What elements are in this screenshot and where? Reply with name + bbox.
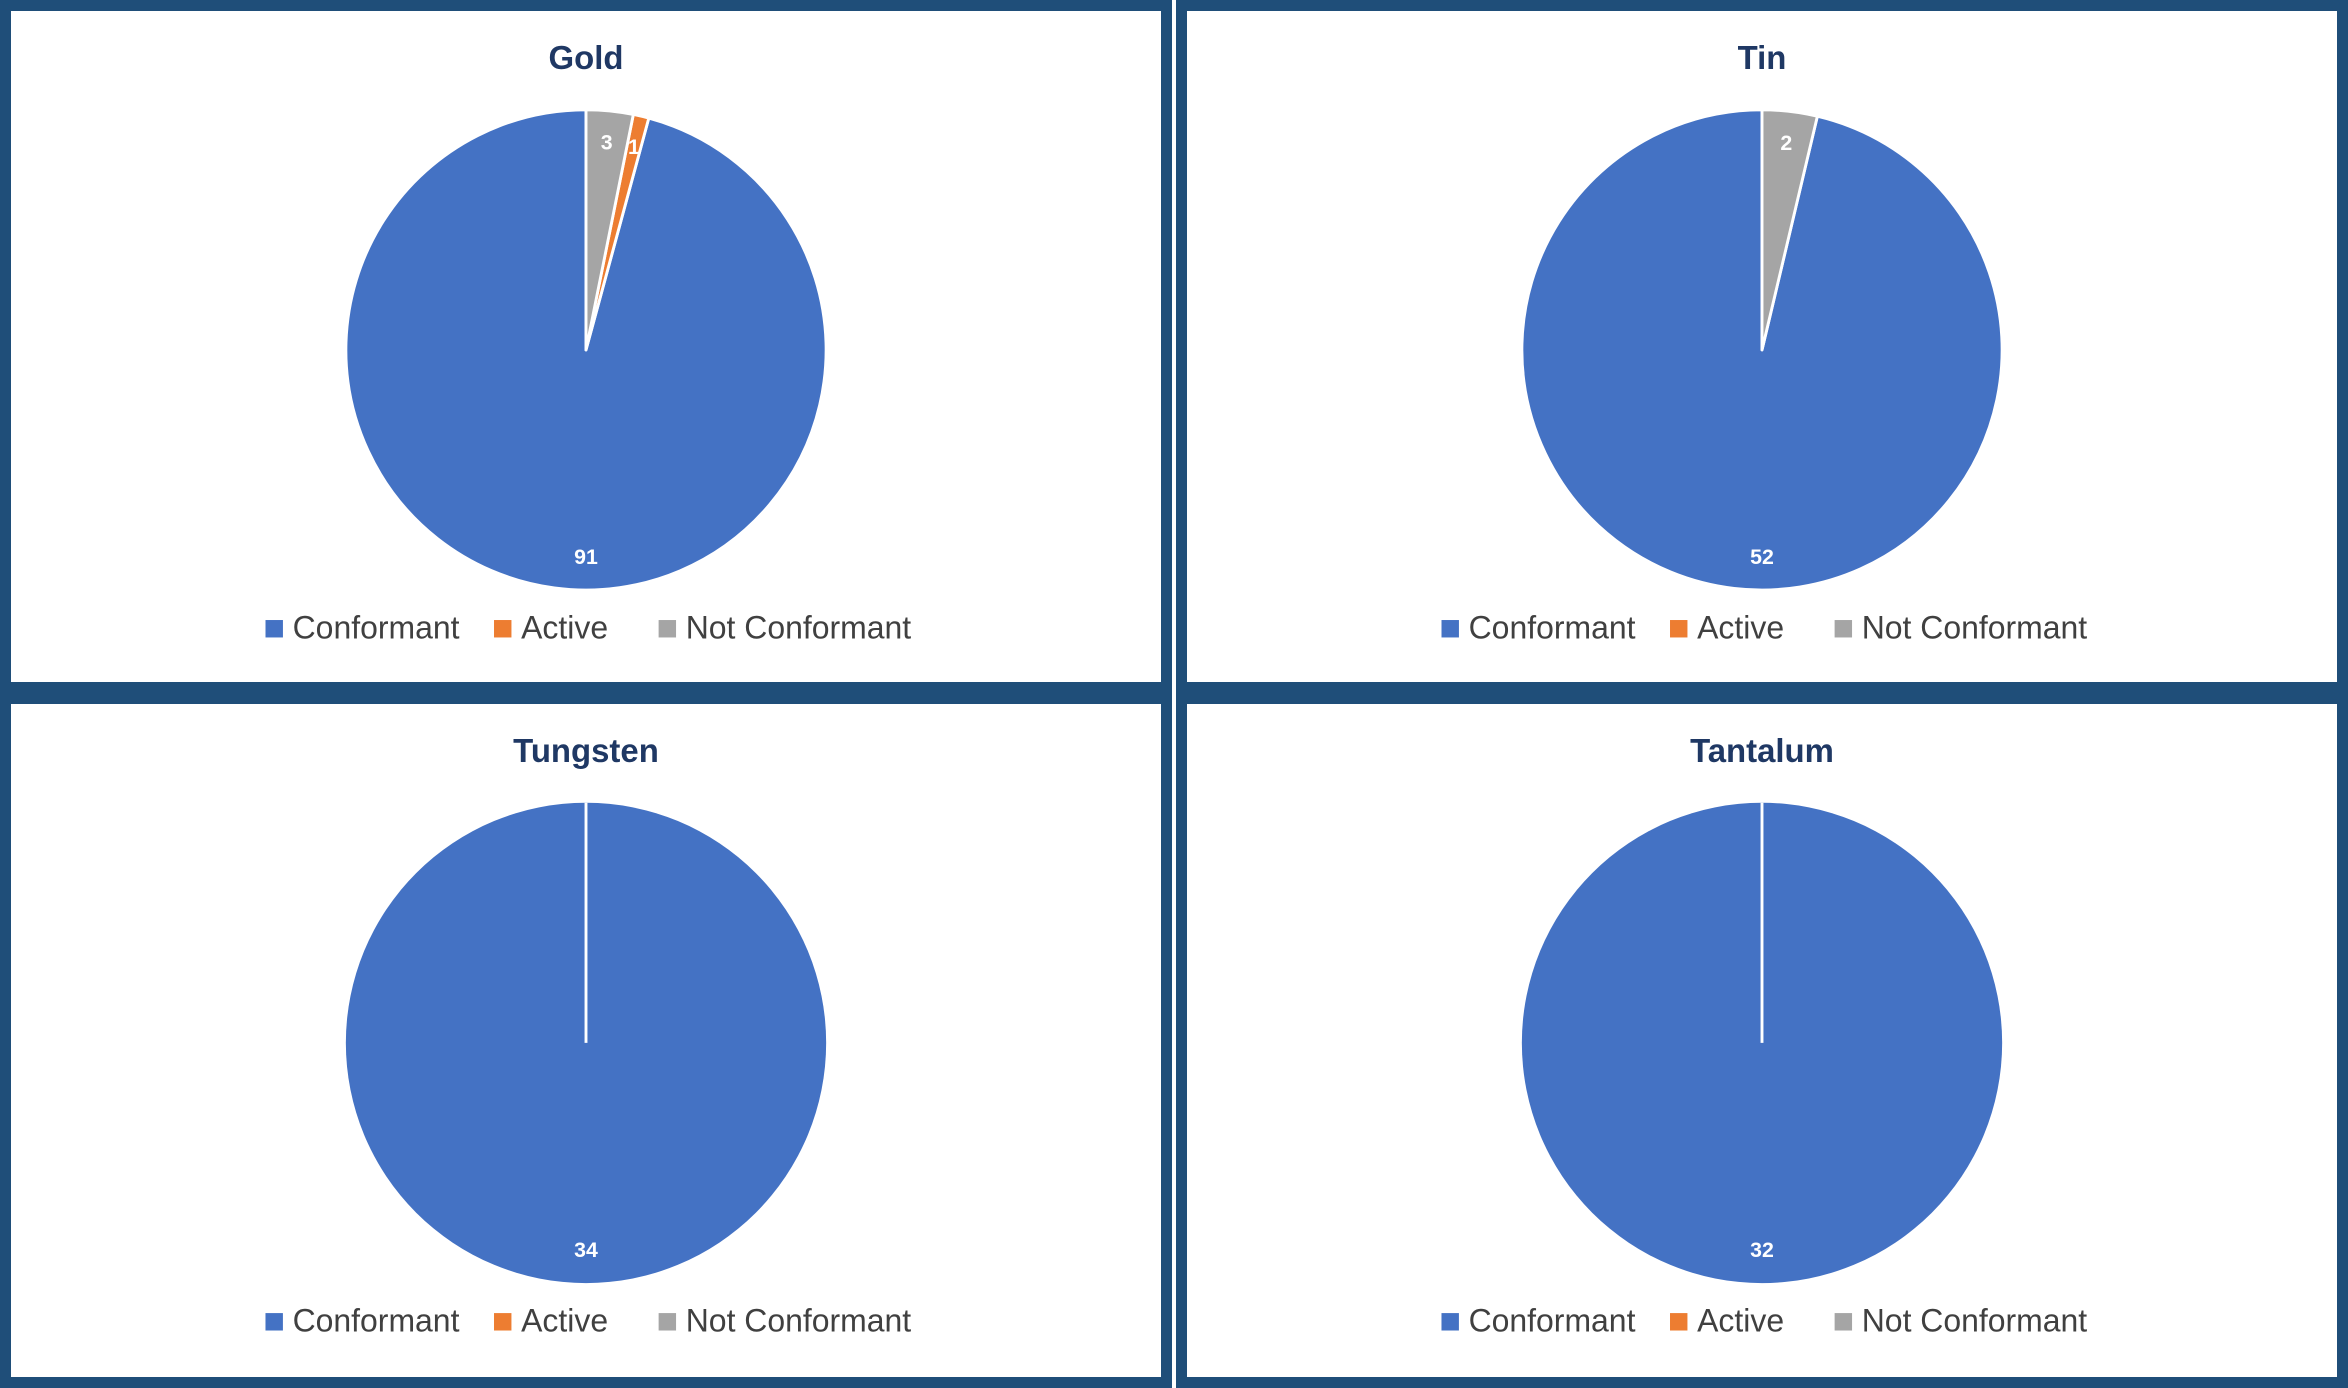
legend-swatch-not-conformant xyxy=(658,1313,677,1331)
chart-title: Tin xyxy=(1738,39,1787,76)
pie-slice-not-conformant xyxy=(1760,108,1819,352)
legend-swatch-conformant xyxy=(265,620,283,638)
pie-chart-gold: Gold 91 13 Conformant Active Not Conformant xyxy=(265,39,912,645)
legend-swatch-active xyxy=(494,1313,512,1331)
pie-chart-tin: Tin 52 2 Conformant Active Not Conformant xyxy=(1441,39,2088,645)
legend-label-not-conformant: Not Conformant xyxy=(686,1302,912,1338)
data-label-conformant: 32 xyxy=(1750,1238,1774,1262)
chart-title: Tungsten xyxy=(513,732,659,769)
pie-chart-tungsten: Tungsten 34 Conformant Active Not Conforma… xyxy=(265,732,912,1338)
legend-swatch-not-conformant xyxy=(658,620,677,638)
legend-label-not-conformant: Not Conformant xyxy=(686,609,912,645)
legend-label-not-conformant: Not Conformant xyxy=(1862,1302,2088,1338)
legend-swatch-conformant xyxy=(1441,1313,1459,1331)
pie-slice-conformant xyxy=(345,802,827,1284)
legend-swatch-active xyxy=(1670,1313,1688,1331)
legend-swatch-active xyxy=(1670,620,1688,638)
legend-swatch-active xyxy=(494,620,512,638)
legend-label-conformant: Conformant xyxy=(1469,609,1636,645)
data-label-conformant: 91 xyxy=(574,545,598,569)
legend-label-active: Active xyxy=(521,609,608,645)
legend-swatch-conformant xyxy=(1441,620,1459,638)
pie-slice-conformant xyxy=(1521,802,2003,1284)
legend-swatch-conformant xyxy=(265,1313,283,1331)
legend-swatch-not-conformant xyxy=(1834,620,1853,638)
chart-title: Tantalum xyxy=(1690,732,1834,769)
chart-panel-tungsten: Tungsten 34 Conformant Active Not Conforma… xyxy=(0,693,1172,1388)
data-label-conformant: 34 xyxy=(574,1238,598,1262)
pie-chart-tantalum: Tantalum 32 Conformant Active Not Conforma… xyxy=(1441,732,2088,1338)
chart-title: Gold xyxy=(549,39,624,76)
pie-slice-not-conformant xyxy=(584,108,635,352)
chart-panel-tantalum: Tantalum 32 Conformant Active Not Conforma… xyxy=(1176,693,2348,1388)
legend-label-active: Active xyxy=(521,1302,608,1338)
data-label-active: 1 xyxy=(628,135,640,159)
data-label-not-conformant: 2 xyxy=(1780,131,1792,155)
chart-panel-gold: Gold 91 1 3 Conformant Active Not Conformant xyxy=(0,0,1172,693)
data-label-not-conformant: 3 xyxy=(601,131,613,155)
chart-panel-tin: Tin 52 2 Conformant Active Not Conformant xyxy=(1176,0,2348,693)
legend-label-active: Active xyxy=(1697,1302,1784,1338)
legend-label-not-conformant: Not Conformant xyxy=(1862,609,2088,645)
legend-label-active: Active xyxy=(1697,609,1784,645)
legend-label-conformant: Conformant xyxy=(1469,1302,1636,1338)
legend-label-conformant: Conformant xyxy=(293,609,460,645)
legend-swatch-not-conformant xyxy=(1834,1313,1853,1331)
data-label-conformant: 52 xyxy=(1750,545,1774,569)
legend-label-conformant: Conformant xyxy=(293,1302,460,1338)
